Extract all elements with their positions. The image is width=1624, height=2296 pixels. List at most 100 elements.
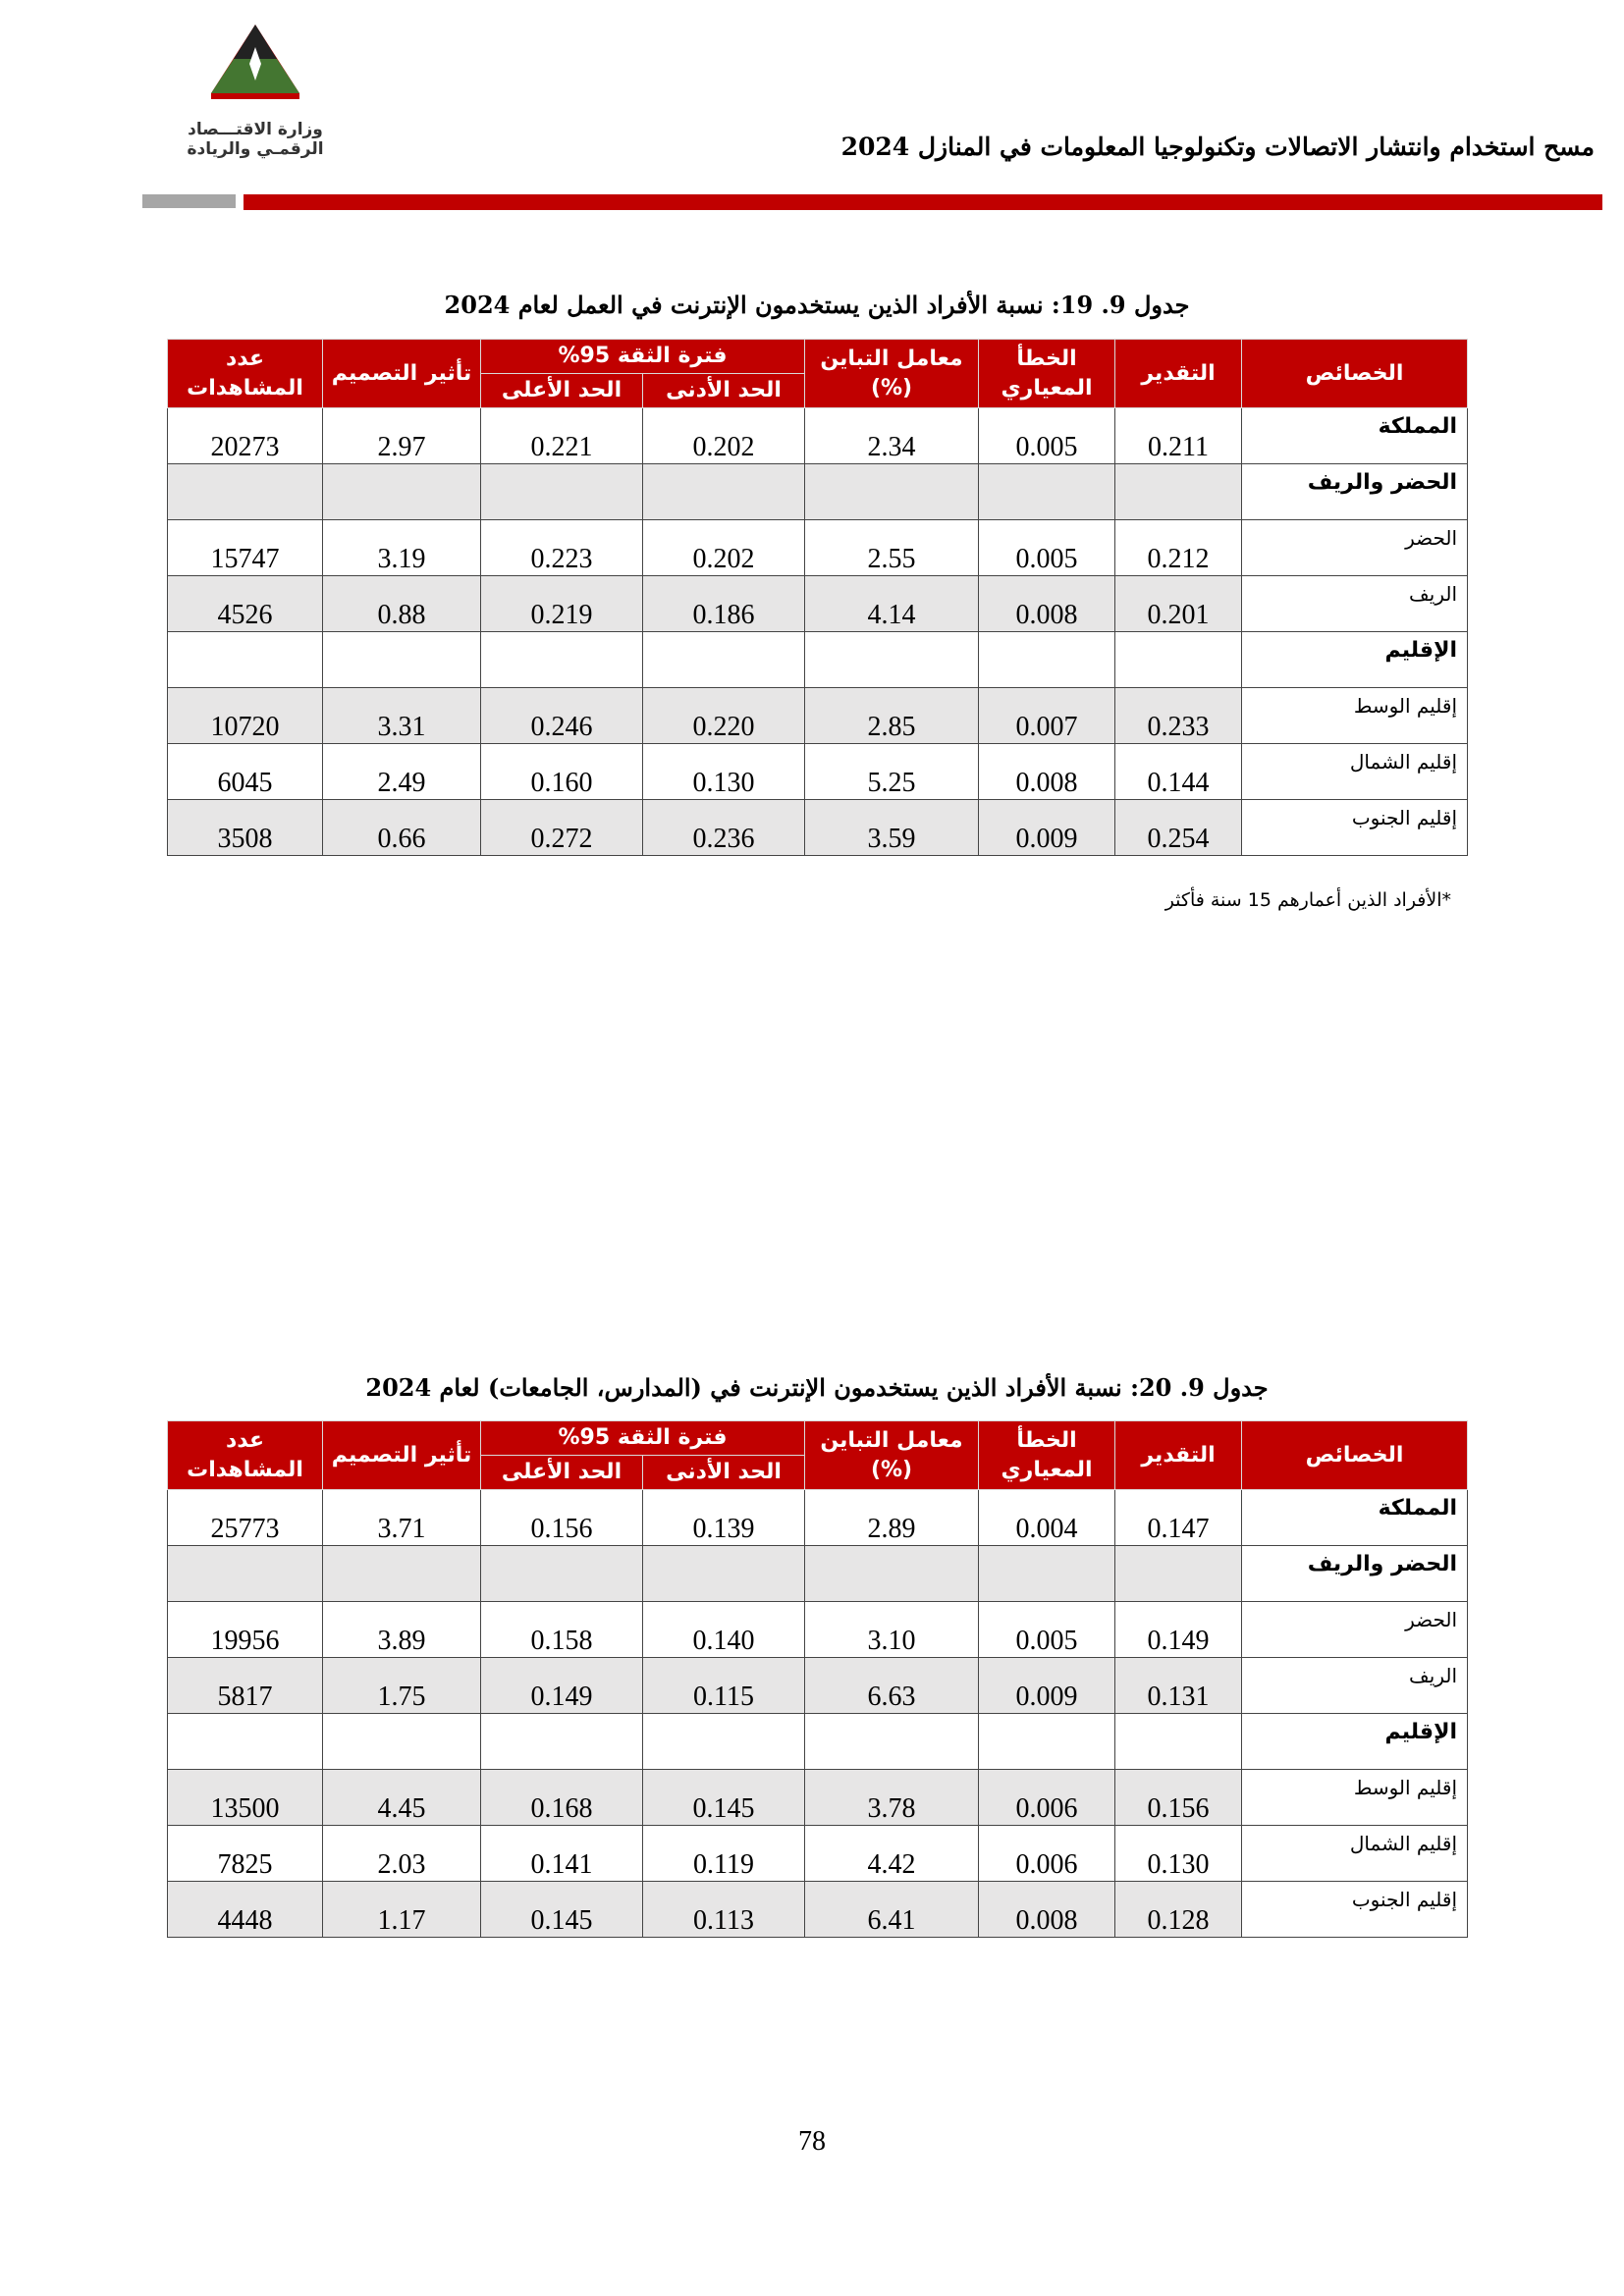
cell: 0.66 xyxy=(322,799,481,856)
cell: 0.220 xyxy=(642,687,806,744)
row-label: الإقليم xyxy=(1241,1713,1469,1770)
header-cell: تأثير التصميم xyxy=(322,339,481,408)
cell: 2.34 xyxy=(804,407,980,464)
cell: 4.45 xyxy=(322,1769,481,1826)
data-table: الخصائص التقدير الخطأ المعياري معامل التباي… xyxy=(167,1420,1469,1938)
cell xyxy=(804,1713,980,1770)
header-row: الحد الأدنى الحد الأعلى xyxy=(168,373,1468,408)
cell: 0.156 xyxy=(479,1489,644,1546)
header-cell: عدد المشاهدات xyxy=(167,339,323,408)
row-label: الحضر والريف xyxy=(1241,1545,1469,1602)
cell: 5817 xyxy=(167,1657,323,1714)
cell: 0.008 xyxy=(978,575,1116,632)
cell xyxy=(978,1545,1116,1602)
row-label: الحضر والريف xyxy=(1241,463,1469,520)
cell: 3.89 xyxy=(322,1601,481,1658)
cell: 7825 xyxy=(167,1825,323,1882)
cell: 1.17 xyxy=(322,1881,481,1938)
data-table: الخصائص التقدير الخطأ المعياري معامل التباي… xyxy=(167,339,1469,856)
cell: 0.236 xyxy=(642,799,806,856)
header-cell: فترة الثقة 95% xyxy=(479,1420,806,1456)
header-cell: معامل التباين (%) xyxy=(804,1420,980,1490)
row-label: الحضر xyxy=(1241,1601,1469,1658)
cell: 0.006 xyxy=(978,1825,1116,1882)
cell xyxy=(804,463,980,520)
cell: 3508 xyxy=(167,799,323,856)
cell xyxy=(322,1545,481,1602)
row-label: الريف xyxy=(1241,1657,1469,1714)
cell: 0.005 xyxy=(978,407,1116,464)
cell: 0.88 xyxy=(322,575,481,632)
logo-line: وزارة الاقتـــصاد xyxy=(188,120,323,139)
cell: 0.158 xyxy=(479,1601,644,1658)
cell xyxy=(978,631,1116,688)
table-row: إقليم الوسط 0.156 0.006 3.78 0.145 0.168 4.45 1… xyxy=(167,1769,1469,1826)
header-cell: التقدير xyxy=(1114,1420,1243,1490)
cell: 0.202 xyxy=(642,407,806,464)
cell: 4.14 xyxy=(804,575,980,632)
cell: 0.144 xyxy=(1114,743,1243,800)
table-row: الحضر والريف xyxy=(167,1545,1469,1602)
header-cell: عدد المشاهدات xyxy=(167,1420,323,1490)
cell: 0.168 xyxy=(479,1769,644,1826)
header-cell: التقدير xyxy=(1114,339,1243,408)
cell: 0.272 xyxy=(479,799,644,856)
row-label: إقليم الجنوب xyxy=(1241,799,1469,856)
cell xyxy=(1114,463,1243,520)
cell: 0.145 xyxy=(642,1769,806,1826)
cell: 0.202 xyxy=(642,519,806,576)
cell xyxy=(804,631,980,688)
cell xyxy=(642,463,806,520)
header-row: الخصائص التقدير الخطأ المعياري معامل التباي… xyxy=(167,1420,1469,1490)
cell: 4526 xyxy=(167,575,323,632)
table-row: الريف 0.131 0.009 6.63 0.115 0.149 1.75 5817 xyxy=(167,1657,1469,1714)
cell: 0.009 xyxy=(978,1657,1116,1714)
row-label: إقليم الوسط xyxy=(1241,1769,1469,1826)
cell: 2.55 xyxy=(804,519,980,576)
cell: 0.186 xyxy=(642,575,806,632)
header-title: مسح استخدام وانتشار الاتصالات وتكنولوجيا… xyxy=(840,133,1595,161)
cell: 0.221 xyxy=(479,407,644,464)
cell: 5.25 xyxy=(804,743,980,800)
cell: 0.160 xyxy=(479,743,644,800)
cell xyxy=(1114,1713,1243,1770)
cell: 4448 xyxy=(167,1881,323,1938)
header-cell: الخطأ المعياري xyxy=(978,339,1116,408)
cell: 0.223 xyxy=(479,519,644,576)
cell: 0.119 xyxy=(642,1825,806,1882)
cell xyxy=(322,463,481,520)
logo-text: وزارة الاقتـــصاد الرقمـي والريادة xyxy=(187,120,324,159)
cell: 1.75 xyxy=(322,1657,481,1714)
cell: 0.149 xyxy=(1114,1601,1243,1658)
table-row: الحضر والريف xyxy=(167,463,1469,520)
table-row: إقليم الجنوب 0.254 0.009 3.59 0.236 0.272 0.66… xyxy=(167,799,1469,856)
cell: 0.005 xyxy=(978,1601,1116,1658)
cell: 3.78 xyxy=(804,1769,980,1826)
cell: 0.140 xyxy=(642,1601,806,1658)
cell: 0.005 xyxy=(978,519,1116,576)
header-bar-grey xyxy=(142,194,236,208)
cell xyxy=(167,1713,323,1770)
cell: 6.41 xyxy=(804,1881,980,1938)
cell xyxy=(167,1545,323,1602)
cell xyxy=(479,1545,644,1602)
row-label: المملكة xyxy=(1241,407,1469,464)
cell xyxy=(978,463,1116,520)
cell xyxy=(167,631,323,688)
cell: 0.254 xyxy=(1114,799,1243,856)
cell: 0.139 xyxy=(642,1489,806,1546)
table-row: إقليم الشمال 0.130 0.006 4.42 0.119 0.141 2.03… xyxy=(167,1825,1469,1882)
table-row: إقليم الوسط 0.233 0.007 2.85 0.220 0.246 3.31 1… xyxy=(167,687,1469,744)
cell: 3.59 xyxy=(804,799,980,856)
cell: 0.130 xyxy=(642,743,806,800)
cell: 0.130 xyxy=(1114,1825,1243,1882)
cell: 0.246 xyxy=(479,687,644,744)
cell: 0.113 xyxy=(642,1881,806,1938)
header-cell: الحد الأعلى xyxy=(479,1455,644,1490)
table-row: الحضر 0.212 0.005 2.55 0.202 0.223 3.19 15747 xyxy=(167,519,1469,576)
header-cell: الحد الأدنى xyxy=(642,373,806,408)
cell: 0.128 xyxy=(1114,1881,1243,1938)
cell xyxy=(1114,631,1243,688)
cell: 25773 xyxy=(167,1489,323,1546)
